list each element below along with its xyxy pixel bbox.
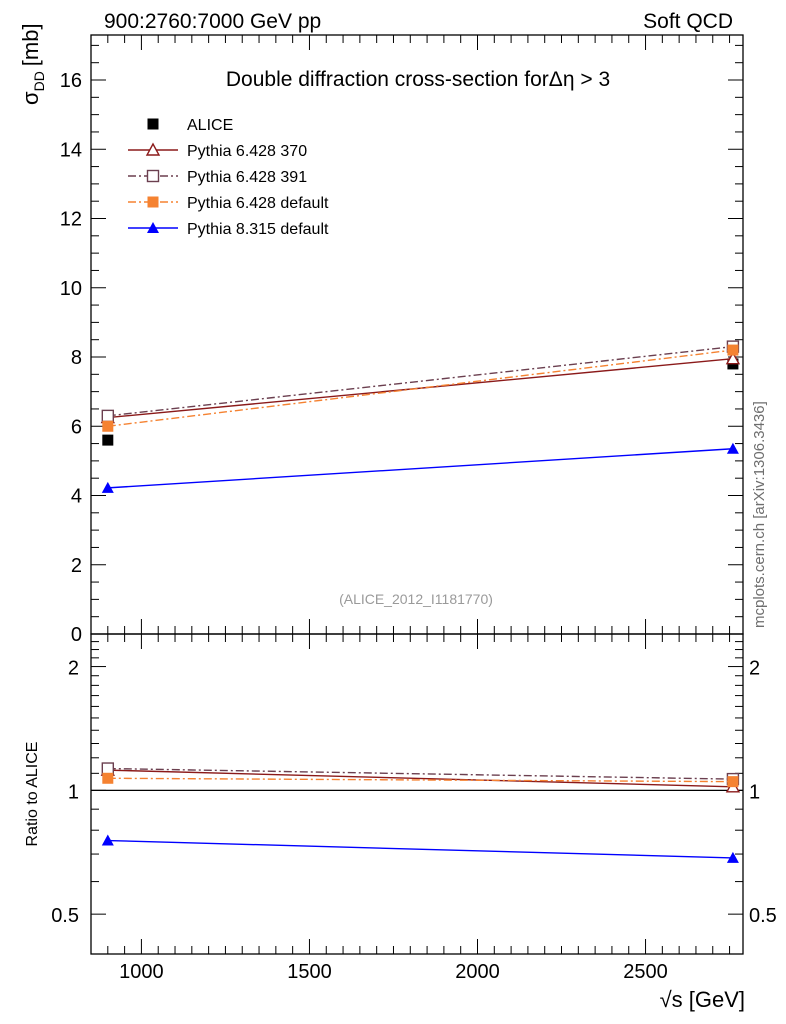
ratio-ytick-label-left: 2 xyxy=(68,658,79,680)
main-line-pythia-8-315-default xyxy=(107,448,733,489)
ratio-line-pythia-6-428-370 xyxy=(107,769,733,788)
ratio-ytick-label-right: 0.5 xyxy=(749,905,777,927)
ratio-plot-frame xyxy=(90,633,744,955)
ratio-point-pythia-6-428-391 xyxy=(101,762,115,775)
legend: ALICE Pythia 6.428 370 Pythia 6.428 391 Pyt… xyxy=(128,117,329,238)
main-ytick-label: 2 xyxy=(71,555,82,577)
legend-marker-pythia-6-428-default xyxy=(147,196,159,208)
main-line-pythia-6-428-default xyxy=(107,349,734,427)
svg-text:σDD[mb]: σDD [mb] xyxy=(18,23,47,105)
ratio-line-pythia-8-315-default xyxy=(107,839,733,859)
legend-marker-pythia-6-428-391 xyxy=(146,169,160,183)
ratio-ytick-label-left: 0.5 xyxy=(51,905,79,927)
legend-marker-pythia-8-315-default xyxy=(147,222,159,233)
ratio-line-pythia-6-428-391 xyxy=(107,767,733,780)
main-point-pythia-8-315-default xyxy=(726,442,739,454)
legend-marker-alice xyxy=(147,118,159,130)
main-point-pythia-6-428-default xyxy=(727,344,739,356)
main-axis-ticks: 0 2 4 6 8 10 12 14 16 xyxy=(60,35,743,646)
legend-label-pythia-6-428-370: Pythia 6.428 370 xyxy=(187,143,307,160)
ratio-point-pythia-8-315-default xyxy=(726,851,739,863)
ratio-point-pythia-6-428-default xyxy=(727,776,739,788)
header-left: 900:2760:7000 GeV pp xyxy=(104,10,321,33)
main-ytick-label: 10 xyxy=(60,278,82,300)
main-series-group xyxy=(100,340,741,493)
legend-label-alice: ALICE xyxy=(187,117,233,134)
main-ytick-label: 6 xyxy=(71,416,82,438)
main-ytick-label: 14 xyxy=(60,139,82,161)
main-line-pythia-6-428-391 xyxy=(107,345,733,417)
ratio-axis-ticks: 0.5 0.5 1 1 2 2 1000 1500 2000 2500 xyxy=(51,634,777,983)
ratio-ytick-label-right: 2 xyxy=(749,658,760,680)
ratio-ytick-label-left: 1 xyxy=(68,781,79,803)
xtick-label: 1500 xyxy=(287,961,332,983)
side-label: mcplots.cern.ch [arXiv:1306.3436] xyxy=(751,401,768,628)
main-line-pythia-6-428-370 xyxy=(107,358,733,419)
main-point-pythia-8-315-default xyxy=(101,481,114,493)
ylabel-subscript: DD xyxy=(31,71,47,91)
xtick-label: 2500 xyxy=(623,961,668,983)
xlabel: √s [GeV] xyxy=(660,987,745,1012)
main-point-pythia-6-428-default xyxy=(102,420,114,432)
main-ytick-label: 0 xyxy=(71,624,82,646)
ratio-series-group xyxy=(100,762,741,863)
main-ytick-label: 8 xyxy=(71,347,82,369)
main-point-alice xyxy=(102,434,114,446)
ylabel-symbol: σ xyxy=(18,91,43,105)
main-point-pythia-6-428-391 xyxy=(101,409,115,423)
legend-label-pythia-8-315-default: Pythia 8.315 default xyxy=(187,221,329,238)
main-ytick-label: 12 xyxy=(60,209,82,231)
ratio-point-pythia-8-315-default xyxy=(101,834,114,846)
ratio-point-pythia-6-428-default xyxy=(102,772,114,784)
main-ytick-label: 16 xyxy=(60,70,82,92)
main-ylabel: σDD [mb] xyxy=(18,23,47,105)
ratio-ylabel: Ratio to ALICE xyxy=(24,742,41,847)
xtick-label: 2000 xyxy=(455,961,500,983)
reference-label: (ALICE_2012_I1181770) xyxy=(339,591,493,607)
main-point-pythia-6-428-370 xyxy=(725,351,741,365)
legend-marker-pythia-6-428-370 xyxy=(145,142,161,156)
legend-label-pythia-6-428-default: Pythia 6.428 default xyxy=(187,195,329,212)
ratio-ytick-label-right: 1 xyxy=(749,781,760,803)
ylabel-unit: [mb] xyxy=(18,23,43,66)
main-ytick-label: 4 xyxy=(71,486,82,508)
legend-label-pythia-6-428-391: Pythia 6.428 391 xyxy=(187,169,307,186)
header-right: Soft QCD xyxy=(643,10,733,33)
xtick-label: 1000 xyxy=(119,961,164,983)
plot-title: Double diffraction cross-section forΔη >… xyxy=(226,68,610,91)
